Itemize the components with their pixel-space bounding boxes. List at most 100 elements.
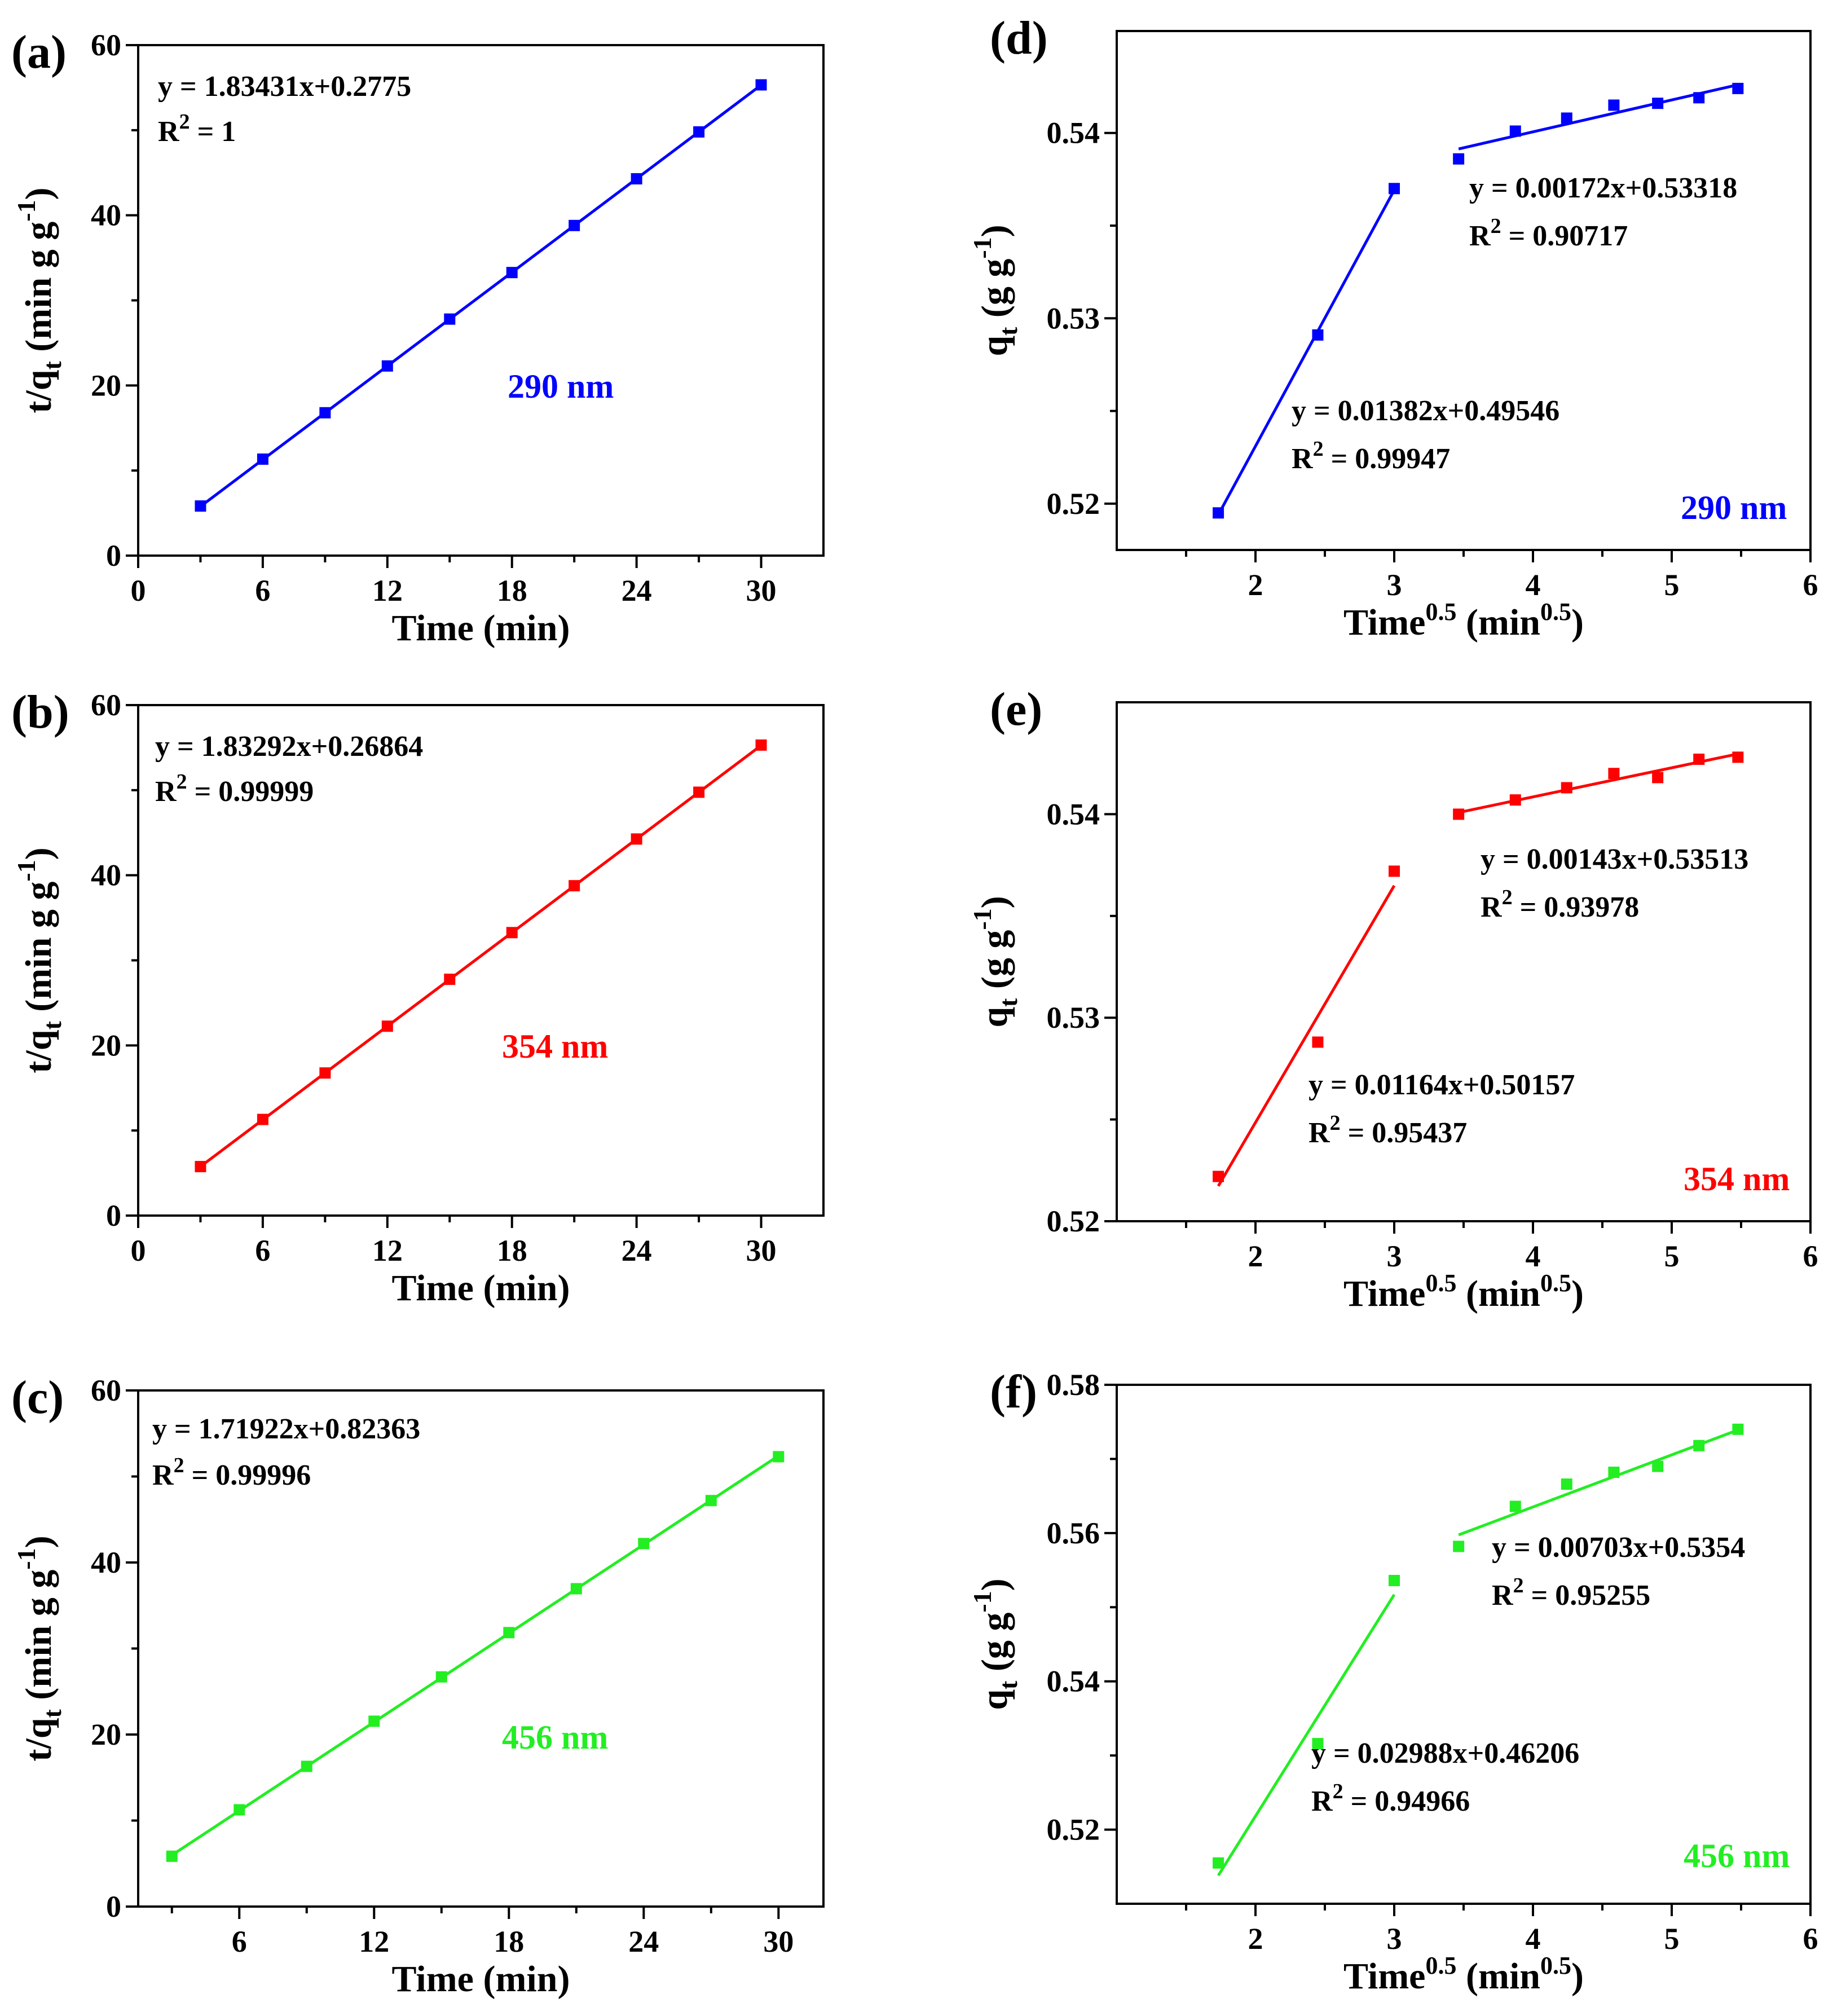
x-tick-label: 18	[497, 1234, 527, 1267]
fit-equation-label: y = 1.83431x+0.2775	[158, 71, 411, 103]
x-tick-label: 6	[1803, 1922, 1818, 1956]
fit-equation-label: y = 0.00172x+0.53318	[1469, 172, 1737, 204]
x-axis-title: Time (min)	[392, 1267, 570, 1309]
x-tick-label: 0	[131, 574, 146, 608]
data-point	[435, 1671, 447, 1683]
x-axis-title-unit-exponent: 0.5	[1540, 1269, 1571, 1297]
fit-equation-label: y = 0.01164x+0.50157	[1308, 1069, 1575, 1101]
data-point	[368, 1715, 380, 1727]
y-axis-title-close: )	[18, 187, 59, 200]
data-point	[233, 1804, 245, 1816]
data-point	[319, 1067, 331, 1079]
y-tick-label: 0	[106, 539, 121, 573]
x-tick-label: 5	[1664, 1239, 1680, 1273]
r-squared-symbol: R	[1311, 1785, 1333, 1817]
y-axis-title-main: t/q	[18, 1029, 59, 1073]
data-point	[381, 360, 393, 372]
x-tick-label: 6	[255, 574, 270, 608]
r-squared-symbol: R	[152, 1459, 174, 1491]
x-tick-label: 4	[1526, 1922, 1541, 1956]
x-tick-label: 12	[372, 574, 403, 608]
data-point	[319, 407, 331, 419]
y-tick-label: 0.56	[1047, 1516, 1100, 1550]
x-axis-title-exponent: 0.5	[1425, 1952, 1456, 1979]
fit-line	[1458, 83, 1738, 151]
fit-equation-label: y = 0.01382x+0.49546	[1292, 395, 1559, 427]
r-squared-value: = 0.90717	[1501, 220, 1628, 252]
data-point	[1693, 92, 1705, 104]
x-tick-label: 2	[1248, 1922, 1263, 1956]
fit-equation-label: y = 0.00703x+0.5354	[1492, 1531, 1745, 1564]
x-axis-title-main: Time	[1343, 1956, 1425, 1997]
data-point	[503, 1627, 515, 1639]
data-point	[570, 1583, 582, 1595]
data-point	[1389, 1574, 1400, 1586]
data-point	[1389, 865, 1400, 877]
x-tick-label: 3	[1387, 1922, 1402, 1956]
x-axis-title-close: )	[1571, 1956, 1584, 1997]
data-point	[1561, 1478, 1572, 1490]
fit-line	[1217, 1594, 1396, 1877]
y-axis-title-unit-exponent: -1	[968, 908, 997, 930]
data-point	[1509, 794, 1521, 806]
x-tick-label: 6	[255, 1234, 270, 1267]
data-point	[1693, 754, 1705, 765]
x-tick-label: 3	[1387, 1239, 1402, 1273]
r-squared-symbol: R	[1469, 220, 1491, 252]
wavelength-label: 290 nm	[1681, 489, 1787, 526]
r-squared-symbol: R	[1292, 443, 1314, 475]
panel-b: 0 6 12 18 24 30 0 20 40 60 (b) Time (min) t/qt (min …	[11, 686, 825, 1309]
data-point	[1608, 768, 1620, 780]
panel-label: (b)	[11, 686, 69, 738]
panel-a: 0 6 12 18 24 30 0 20 40 60 (a) Time (min) t/qt (min …	[11, 26, 825, 649]
data-point	[1652, 98, 1664, 109]
data-point	[381, 1020, 393, 1032]
panel-label: (c)	[11, 1371, 64, 1424]
y-axis-title-subscript: t	[994, 998, 1023, 1007]
fit-line	[199, 744, 763, 1168]
r-squared-label: R2 = 0.95437	[1308, 1111, 1467, 1149]
panel-d: 2 3 4 5 60.520.530.54(d)Time0.5 (min0.5)qt (…	[968, 12, 1818, 643]
x-axis-title-main: Time	[1343, 602, 1425, 643]
y-axis-title-unit-exponent: -1	[968, 1591, 997, 1612]
panel-label: (e)	[990, 683, 1042, 736]
data-point	[166, 1850, 178, 1862]
y-axis-title-main: q	[974, 1689, 1015, 1710]
y-axis-title-unit: (g g	[974, 1613, 1015, 1681]
panel-c: 6 12 18 24 30 0 20 40 60 (c) Time (min) t/qt (min g…	[11, 1371, 825, 2000]
y-axis-title-close: )	[974, 896, 1015, 908]
data-point	[1608, 1467, 1620, 1478]
y-axis-title-main: q	[974, 336, 1015, 356]
data-point	[1652, 772, 1664, 783]
x-tick-label: 5	[1664, 1922, 1680, 1956]
y-axis-title-close: )	[18, 847, 59, 860]
data-point	[1732, 82, 1744, 94]
panel-label: (a)	[11, 26, 67, 78]
data-point	[569, 219, 580, 231]
x-tick-label: 30	[763, 1925, 794, 1958]
y-axis-title-unit-exponent: -1	[968, 237, 997, 258]
y-tick-label: 40	[91, 199, 121, 232]
y-axis-title-unit: (g g	[974, 930, 1015, 998]
data-point	[755, 739, 767, 751]
y-axis-title: t/qt (min g g-1)	[12, 187, 67, 413]
y-tick-label: 40	[91, 1546, 121, 1579]
y-tick-label: 60	[91, 28, 121, 62]
fit-line	[1217, 189, 1396, 516]
fit-line	[171, 1454, 779, 1856]
y-axis-title: qt (g g-1)	[968, 896, 1023, 1027]
data-point	[195, 1161, 206, 1173]
y-axis-title: t/qt (min g g-1)	[12, 1535, 67, 1761]
x-tick-label: 30	[746, 1234, 777, 1267]
data-point	[506, 927, 518, 939]
y-tick-label: 0.54	[1047, 797, 1100, 831]
fit-line	[1458, 752, 1738, 814]
x-tick-label: 5	[1664, 568, 1680, 602]
y-tick-label: 60	[91, 1374, 121, 1407]
y-axis-title: qt (g g-1)	[968, 1578, 1023, 1710]
r-squared-exponent: 2	[1513, 1574, 1524, 1597]
x-tick-label: 24	[622, 1234, 652, 1267]
wavelength-label: 456 nm	[502, 1719, 608, 1756]
fit-line	[199, 83, 763, 508]
r-squared-exponent: 2	[1333, 1780, 1343, 1803]
